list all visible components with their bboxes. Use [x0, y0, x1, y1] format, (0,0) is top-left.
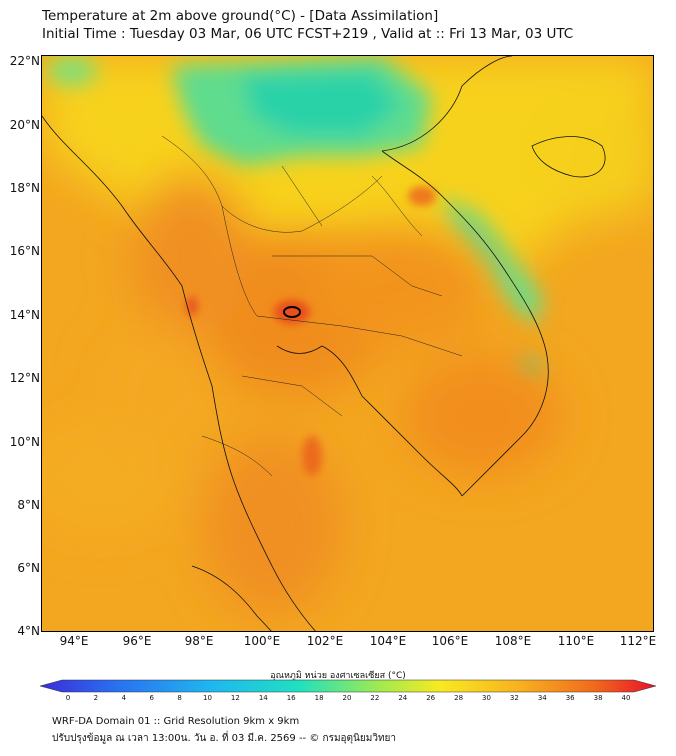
coastlines	[42, 56, 606, 631]
lat-label: 4°N	[17, 624, 40, 638]
colorbar-tick-label: 0	[65, 694, 71, 702]
colorbar-tick-label: 22	[370, 694, 380, 702]
colorbar	[40, 679, 656, 693]
lat-label: 10°N	[9, 435, 40, 449]
map-title: Temperature at 2m above ground(°C) - [Da…	[42, 8, 439, 24]
temperature-map	[41, 55, 654, 632]
colorbar-ramp	[40, 679, 656, 693]
footer-model-info: WRF-DA Domain 01 :: Grid Resolution 9km …	[52, 716, 300, 727]
colorbar-tick-label: 2	[93, 694, 99, 702]
colorbar-tick-label: 14	[258, 694, 268, 702]
lat-label: 16°N	[9, 244, 40, 258]
colorbar-tick-label: 28	[454, 694, 464, 702]
hot-spots	[186, 186, 436, 476]
colorbar-tick-label: 8	[177, 694, 182, 702]
colorbar-tick-label: 30	[482, 694, 491, 702]
colorbar-tick-label: 6	[149, 694, 154, 702]
lon-label: 106°E	[431, 634, 469, 648]
lat-label: 18°N	[9, 181, 40, 195]
lon-label: 94°E	[59, 634, 89, 648]
admin-borders	[161, 135, 463, 477]
map-subtitle: Initial Time : Tuesday 03 Mar, 06 UTC FC…	[42, 26, 574, 42]
colorbar-tick-label: 16	[286, 694, 296, 702]
colorbar-tick-label: 12	[230, 694, 240, 702]
lon-label: 108°E	[494, 634, 532, 648]
lon-label: 104°E	[369, 634, 407, 648]
colorbar-tick-label: 24	[398, 694, 408, 702]
lat-label: 20°N	[9, 118, 40, 132]
colorbar-tick-label: 38	[593, 694, 603, 702]
colorbar-tick-label: 26	[426, 694, 436, 702]
lat-label: 14°N	[9, 308, 40, 322]
lon-label: 100°E	[243, 634, 281, 648]
colorbar-tick-label: 34	[537, 694, 547, 702]
city-marker	[283, 306, 301, 318]
lon-label: 110°E	[557, 634, 595, 648]
cool-zone	[47, 56, 542, 378]
colorbar-tick-label: 10	[203, 694, 212, 702]
lat-label: 8°N	[17, 498, 40, 512]
warm-zone	[42, 176, 562, 616]
colorbar-tick-label: 18	[314, 694, 324, 702]
colorbar-tick-label: 36	[565, 694, 575, 702]
colorbar-tick-label: 20	[342, 694, 352, 702]
colorbar-tick-label: 40	[621, 694, 631, 702]
lat-label: 6°N	[17, 561, 40, 575]
lon-label: 112°E	[619, 634, 657, 648]
lon-label: 102°E	[306, 634, 344, 648]
lon-label: 98°E	[184, 634, 214, 648]
lat-label: 22°N	[9, 54, 40, 68]
colorbar-tick-label: 4	[121, 694, 127, 702]
lon-label: 96°E	[122, 634, 152, 648]
colorbar-label: อุณหภูมิ หน่วย องศาเซลเซียส (°C)	[270, 671, 406, 681]
footer-update-info: ปรับปรุงข้อมูล ณ เวลา 13:00น. วัน อ. ที่…	[52, 733, 397, 744]
lat-label: 12°N	[9, 371, 40, 385]
colorbar-tick-label: 32	[509, 694, 519, 702]
